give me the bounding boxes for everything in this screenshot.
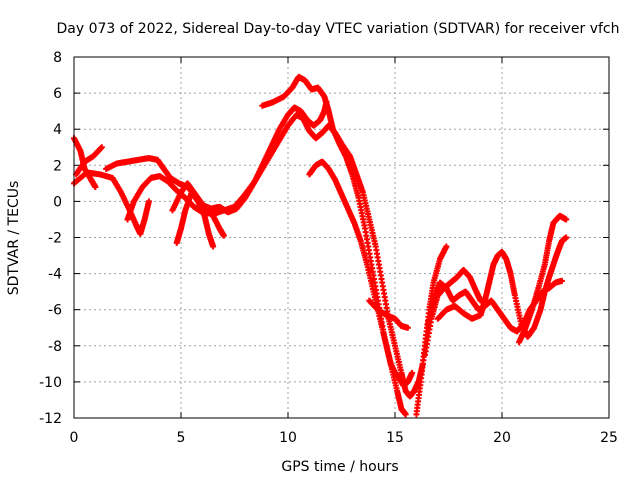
data-point xyxy=(220,232,227,239)
data-point xyxy=(402,411,409,418)
data-point xyxy=(409,369,416,376)
series-track-g xyxy=(173,189,217,250)
y-tick-label: -12 xyxy=(39,411,62,427)
y-tick-label: -8 xyxy=(48,339,62,355)
x-tick-label: 20 xyxy=(493,430,511,446)
series-track-n xyxy=(516,212,570,346)
series-track-a xyxy=(71,135,99,190)
series-track-h xyxy=(259,73,409,418)
data-point xyxy=(563,216,570,223)
data-point xyxy=(145,198,152,205)
y-tick-label: 6 xyxy=(53,86,62,102)
tick-labels: 0 5 10 15 20 25 -12 -10 -8 -6 -4 -2 0 2 4 6 8 xyxy=(39,50,618,446)
y-axis-label: SDTVAR / TECUs xyxy=(6,181,22,296)
y-tick-label: -6 xyxy=(48,303,62,319)
data-point xyxy=(443,243,450,250)
series-track-i xyxy=(306,158,416,389)
data-point xyxy=(558,277,565,284)
series-track-l xyxy=(421,266,484,358)
plot-frame xyxy=(73,56,610,419)
x-tick-label: 10 xyxy=(279,430,297,446)
data-point xyxy=(98,144,105,151)
data-point xyxy=(563,234,570,241)
y-tick-label: 0 xyxy=(53,194,62,210)
data-series xyxy=(71,73,570,418)
y-tick-label: 4 xyxy=(53,122,62,138)
y-tick-label: -4 xyxy=(48,267,62,283)
y-tick-label: -2 xyxy=(48,231,62,247)
data-point xyxy=(404,324,411,331)
y-tick-label: -10 xyxy=(39,375,62,391)
x-axis-label: GPS time / hours xyxy=(281,459,398,475)
x-tick-label: 0 xyxy=(70,430,79,446)
y-tick-label: 8 xyxy=(53,50,62,66)
x-tick-label: 15 xyxy=(386,430,404,446)
series-track-m xyxy=(434,234,570,340)
data-point xyxy=(210,243,217,250)
data-point xyxy=(92,183,99,190)
chart-title: Day 073 of 2022, Sidereal Day-to-day VTE… xyxy=(56,21,619,37)
x-tick-label: 5 xyxy=(177,430,186,446)
series-track-j xyxy=(366,297,411,331)
x-tick-label: 25 xyxy=(600,430,618,446)
y-tick-label: 2 xyxy=(53,158,62,174)
